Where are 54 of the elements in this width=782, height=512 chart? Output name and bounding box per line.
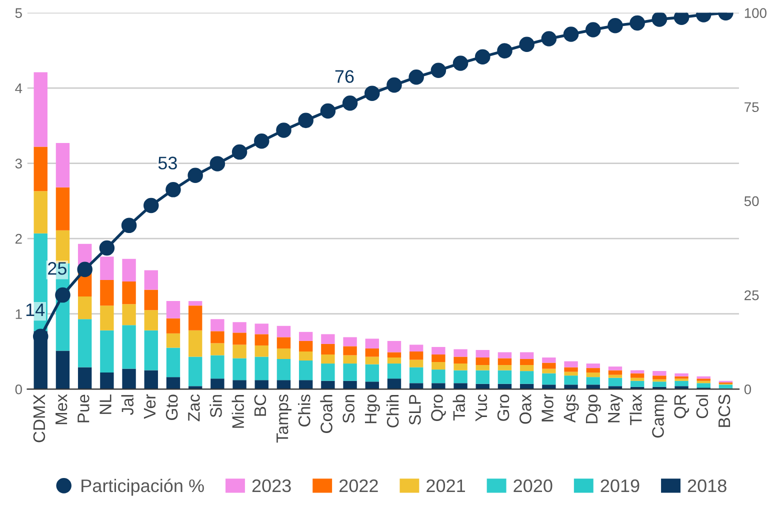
x-tick-label: Hgo (364, 394, 380, 424)
data-label: 53 (158, 156, 177, 170)
x-tick-label: Zac (188, 394, 200, 422)
x-tick-label: Tab (452, 394, 466, 420)
x-tick-label: Coah (320, 395, 332, 433)
y2-tick-label: 100 (744, 8, 766, 18)
x-tick-label: Qro (431, 394, 446, 421)
x-tick-label: Ags (564, 394, 579, 423)
x-tick-label: BC (254, 394, 266, 416)
x-tick-label: Jal (121, 395, 134, 416)
x-tick-label: Sin (210, 395, 222, 418)
x-tick-label: QR (674, 394, 689, 418)
x-tick-label: Col (696, 395, 708, 418)
x-tick-label: Dgo (586, 394, 601, 424)
legend-label: 2020 (514, 479, 552, 492)
x-tick-label: Mich (232, 395, 244, 428)
x-tick-label: Chih (386, 395, 399, 428)
x-tick-label: Pue (78, 394, 90, 422)
data-label: 14 (26, 304, 45, 316)
y-tick-label: 0 (15, 384, 22, 394)
y-tick-label: 2 (15, 234, 22, 244)
y-tick-label: 4 (15, 84, 22, 94)
y2-tick-label: 50 (744, 196, 759, 206)
y2-tick-label: 0 (744, 384, 752, 394)
x-tick-label: SLP (409, 394, 421, 425)
x-tick-label: Ver (144, 394, 156, 419)
legend-label: Participación % (82, 478, 204, 496)
y-tick-label: 1 (16, 309, 22, 319)
x-tick-label: Gto (166, 394, 178, 420)
legend-label: 2018 (688, 479, 726, 492)
data-label: 25 (48, 262, 66, 275)
legend-label: 2022 (339, 479, 378, 492)
data-label: 76 (335, 70, 354, 83)
legend-label: 2021 (426, 479, 465, 492)
legend-label: 2019 (600, 479, 640, 492)
x-tick-label: Nay (608, 394, 623, 422)
x-tick-label: Mex (56, 394, 68, 424)
x-tick-label: Son (342, 395, 355, 423)
legend-label: 2023 (252, 479, 291, 492)
x-tick-label: Camp (652, 394, 668, 438)
x-tick-label: Tamps (276, 394, 292, 443)
x-tick-label: Yuc (475, 394, 488, 422)
y2-tick-label: 75 (744, 102, 759, 112)
x-tick-label: CDMX (33, 394, 46, 442)
x-tick-label: Oax (520, 394, 532, 424)
y-tick-label: 5 (15, 8, 22, 18)
y2-tick-label: 25 (744, 290, 759, 300)
x-tick-label: Tlax (630, 394, 642, 426)
x-tick-label: Chis (298, 394, 310, 426)
x-tick-label: NL (100, 394, 112, 414)
x-tick-label: BCS (718, 394, 730, 427)
x-tick-label: Gro (497, 394, 510, 421)
y-tick-label: 3 (15, 158, 22, 168)
x-tick-label: Mor (542, 394, 554, 422)
